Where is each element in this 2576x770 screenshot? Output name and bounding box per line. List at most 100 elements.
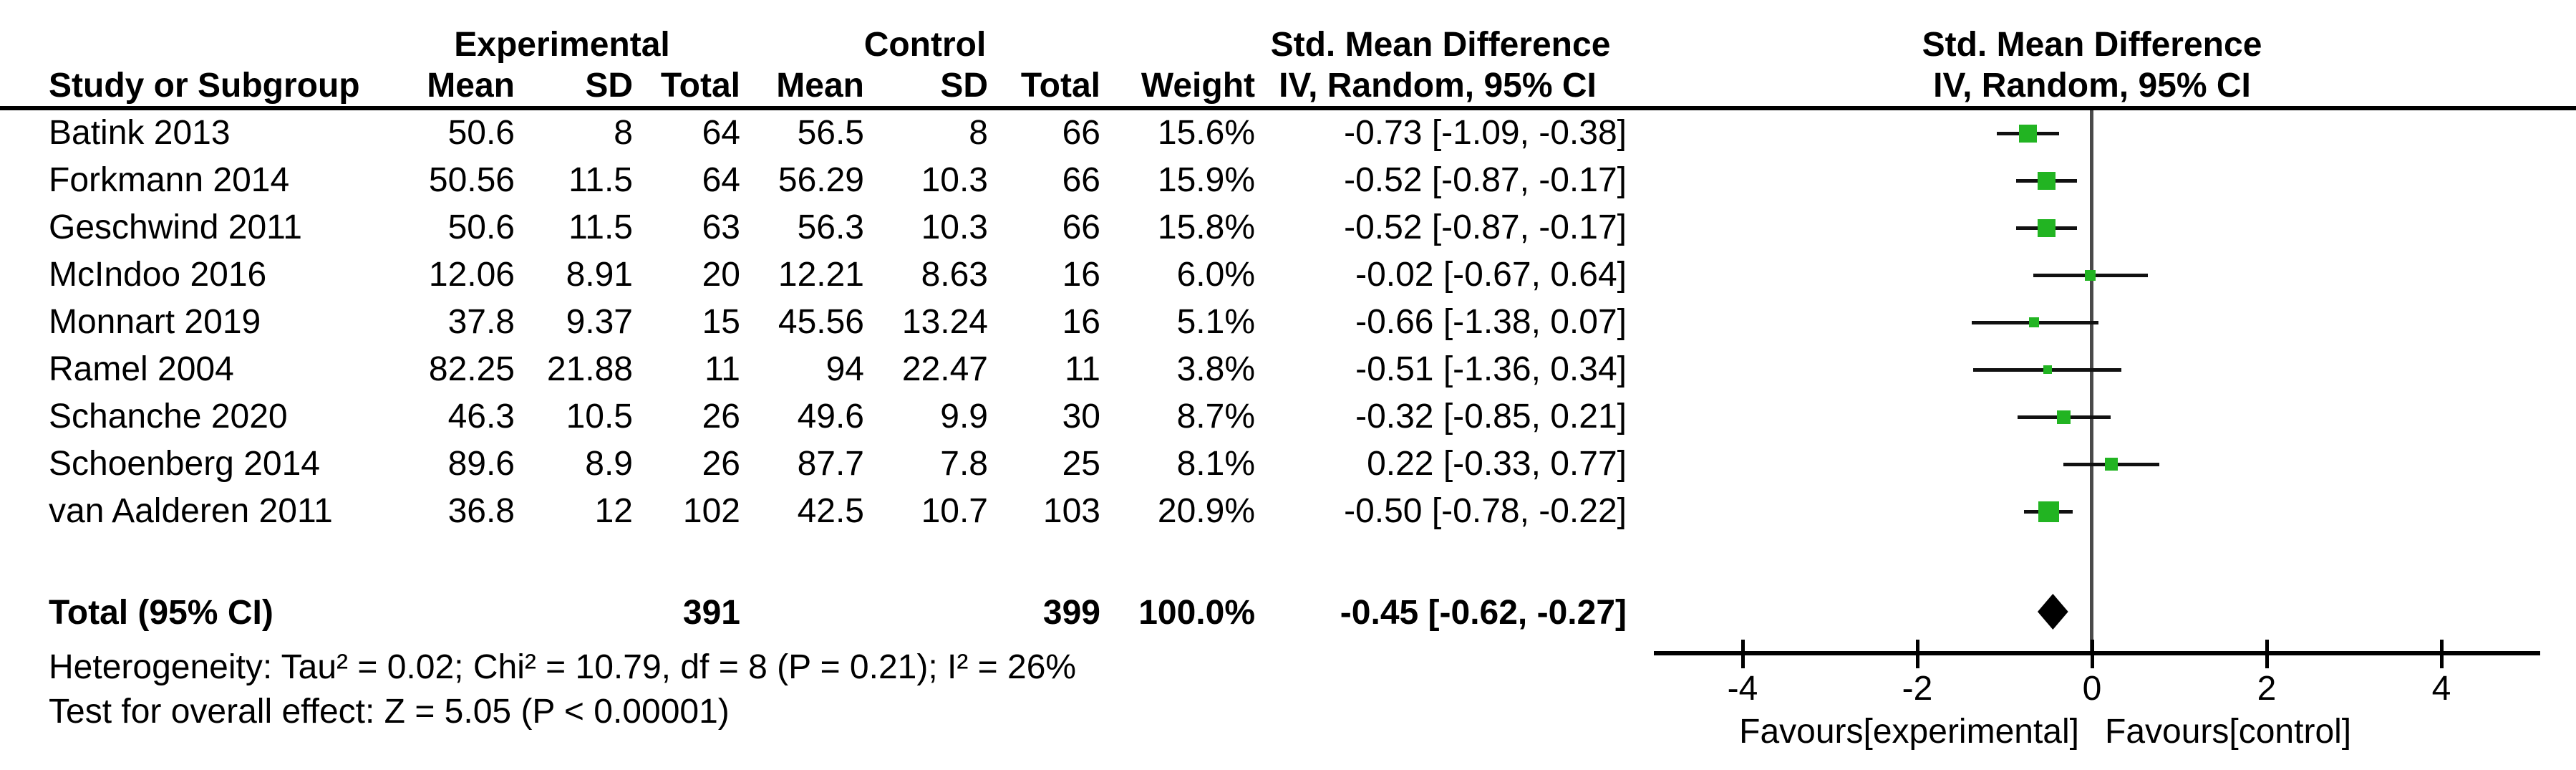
col-head-weight: Weight (1141, 67, 1255, 105)
control-sd: 22.47 (901, 350, 988, 388)
smd-ci-text: -0.32 [-0.85, 0.21] (1355, 398, 1627, 435)
experimental-sd: 9.37 (566, 303, 633, 341)
zero-effect-line (2090, 110, 2093, 655)
effect-square (2029, 317, 2040, 327)
experimental-mean: 12.06 (428, 256, 515, 294)
experimental-sd: 8 (614, 114, 633, 152)
control-total: 66 (1062, 114, 1100, 152)
plot-header-smd: Std. Mean Difference (1922, 26, 2262, 64)
weight-value: 8.1% (1176, 445, 1255, 483)
col-head-mean-experimental: Mean (427, 67, 515, 105)
control-mean: 56.3 (797, 208, 864, 246)
weight-value: 6.0% (1176, 256, 1255, 294)
col-head-study: Study or Subgroup (49, 67, 360, 105)
study-label: McIndoo 2016 (49, 256, 267, 294)
control-sd: 8 (969, 114, 988, 152)
experimental-sd: 8.9 (585, 445, 633, 483)
axis-tick (2090, 640, 2094, 668)
favours-control-label: Favours[control] (2105, 713, 2352, 751)
plot-head-iv: IV, Random, 95% CI (1933, 67, 2251, 105)
weight-value: 15.9% (1157, 161, 1255, 199)
experimental-total: 63 (702, 208, 740, 246)
weight-value: 8.7% (1176, 398, 1255, 435)
control-total: 16 (1062, 303, 1100, 341)
study-label: Batink 2013 (49, 114, 231, 152)
experimental-total: 26 (702, 445, 740, 483)
axis-tick-label: 2 (2257, 670, 2277, 708)
smd-ci-text: -0.52 [-0.87, -0.17] (1344, 208, 1627, 246)
effect-square (2038, 218, 2056, 237)
experimental-mean: 89.6 (447, 445, 515, 483)
axis-tick-label: 4 (2431, 670, 2451, 708)
effect-square (2038, 501, 2059, 522)
col-head-total-control: Total (1020, 67, 1100, 105)
experimental-total: 26 (702, 398, 740, 435)
control-total: 66 (1062, 208, 1100, 246)
total-diamond (2038, 594, 2069, 630)
control-mean: 94 (825, 350, 864, 388)
control-total: 103 (1042, 492, 1100, 530)
control-sd: 8.63 (921, 256, 988, 294)
control-sd: 10.3 (921, 161, 988, 199)
experimental-total: 20 (702, 256, 740, 294)
col-head-sd-control: SD (940, 67, 988, 105)
x-axis-line (1654, 651, 2540, 655)
weight-value: 5.1% (1176, 303, 1255, 341)
control-mean: 56.29 (778, 161, 864, 199)
control-mean: 87.7 (797, 445, 864, 483)
experimental-sd: 12 (594, 492, 633, 530)
col-head-iv: IV, Random, 95% CI (1279, 67, 1597, 105)
axis-tick (1740, 640, 1745, 668)
control-sd: 10.7 (921, 492, 988, 530)
smd-ci-text: -0.66 [-1.38, 0.07] (1355, 303, 1627, 341)
favours-experimental-label: Favours[experimental] (1739, 713, 2079, 751)
control-total: 30 (1062, 398, 1100, 435)
experimental-sd: 8.91 (566, 256, 633, 294)
axis-tick (1915, 640, 1919, 668)
effect-square (2057, 410, 2071, 424)
study-label: van Aalderen 2011 (49, 492, 333, 530)
experimental-sd: 10.5 (566, 398, 633, 435)
control-total: 11 (1065, 350, 1100, 388)
smd-ci-text: -0.73 [-1.09, -0.38] (1344, 114, 1627, 152)
total-weight: 100.0% (1138, 594, 1255, 632)
axis-tick-label: 0 (2082, 670, 2102, 708)
experimental-total: 64 (702, 114, 740, 152)
experimental-total: 64 (702, 161, 740, 199)
control-mean: 42.5 (797, 492, 864, 530)
experimental-sd: 11.5 (568, 161, 633, 199)
effect-square (2085, 269, 2096, 281)
control-sd: 7.8 (940, 445, 988, 483)
col-head-sd-experimental: SD (585, 67, 633, 105)
study-label: Monnart 2019 (49, 303, 261, 341)
axis-tick (2265, 640, 2269, 668)
experimental-sd: 11.5 (568, 208, 633, 246)
total-control-n: 399 (1042, 594, 1100, 632)
overall-effect-note: Test for overall effect: Z = 5.05 (P < 0… (49, 693, 730, 731)
weight-value: 20.9% (1157, 492, 1255, 530)
weight-value: 3.8% (1176, 350, 1255, 388)
smd-ci-text: 0.22 [-0.33, 0.77] (1367, 445, 1627, 483)
effect-square (2043, 365, 2052, 374)
axis-tick (2439, 640, 2444, 668)
col-head-total-experimental: Total (660, 67, 740, 105)
study-label: Ramel 2004 (49, 350, 234, 388)
axis-tick-label: -2 (1902, 670, 1933, 708)
experimental-mean: 82.25 (428, 350, 515, 388)
experimental-sd: 21.88 (546, 350, 633, 388)
experimental-total: 102 (682, 492, 740, 530)
study-label: Forkmann 2014 (49, 161, 290, 199)
control-total: 25 (1062, 445, 1100, 483)
effect-square (2038, 171, 2056, 190)
total-label: Total (95% CI) (49, 594, 273, 632)
effect-square (2019, 124, 2038, 143)
experimental-mean: 50.6 (447, 208, 515, 246)
experimental-mean: 36.8 (447, 492, 515, 530)
effect-square (2104, 458, 2118, 471)
control-sd: 9.9 (940, 398, 988, 435)
experimental-mean: 46.3 (447, 398, 515, 435)
study-label: Schanche 2020 (49, 398, 288, 435)
control-sd: 10.3 (921, 208, 988, 246)
experimental-mean: 37.8 (447, 303, 515, 341)
